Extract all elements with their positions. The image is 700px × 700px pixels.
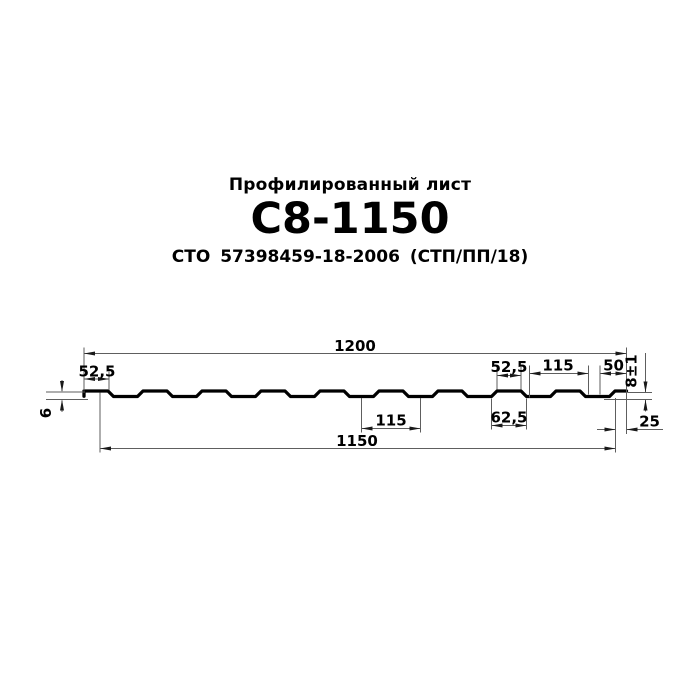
dim-edge-height: 6 [37,380,64,418]
dim-overall-bottom: 1150 [100,432,616,451]
dim-overall-top: 1200 [84,337,627,356]
standard-label: СТО 57398459-18-2006 (СТП/ПП/18) [171,247,529,267]
profile-dimension-drawing: 1200 52,5 6 1150 115 62,5 [37,337,663,453]
page-title: С8-1150 [250,194,450,244]
product-type-label: Профилированный лист [228,175,472,195]
dim-pitch-bottom: 115 [361,412,421,431]
dim-profile-height: 8±1 [623,353,648,412]
dim-valley-width: 62,5 [490,409,528,428]
dim-pitch-top-label: 115 [542,357,573,375]
dim-pitch-bottom-label: 115 [375,412,406,430]
dim-end-bottom-label: 25 [639,413,660,431]
dim-overall-bottom-label: 1150 [336,432,378,450]
sheet-profile-path [82,389,629,399]
dim-end-bottom: 25 [597,413,663,432]
dim-crest-left-label: 52,5 [78,363,115,381]
dim-crest-mid: 52,5 [490,358,528,378]
dim-profile-height-label: 8±1 [623,354,641,387]
dim-overall-top-label: 1200 [334,337,376,355]
dim-end-top-label: 50 [603,357,624,375]
dim-valley-width-label: 62,5 [490,409,527,427]
dim-pitch-top: 115 [529,357,589,376]
dim-crest-left: 52,5 [78,363,116,381]
dim-crest-mid-label: 52,5 [490,358,527,376]
extension-lines [46,347,652,453]
dim-edge-height-label: 6 [37,408,55,418]
dim-end-top: 50 [600,357,627,376]
